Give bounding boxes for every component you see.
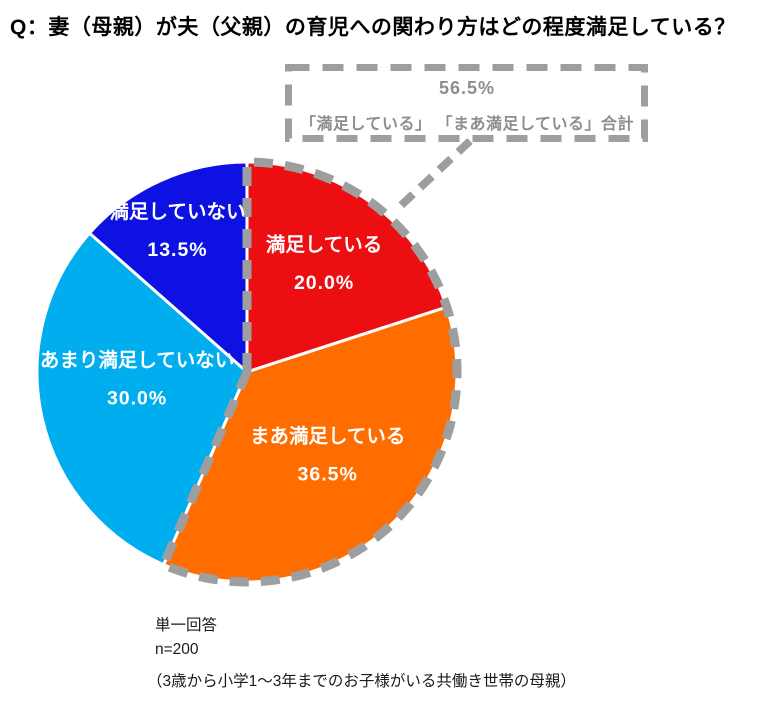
slice-value-3: 13.5% xyxy=(147,239,207,261)
callout-pointer-line xyxy=(391,138,473,215)
callout-total-description: 「満足している」 「まあ満足している」合計 xyxy=(300,116,634,133)
question-title: Q：妻（母親）が夫（父親）の育児への関わり方はどの程度満足している？ xyxy=(10,16,736,39)
pie-slice-3 xyxy=(88,160,249,374)
slice-label-1: まあ満足している xyxy=(250,425,405,447)
footnote-sample-description: （3歳から小学1～3年までのお子様がいる共働き世帯の母親） xyxy=(147,673,576,690)
footnote-sample-size: n=200 xyxy=(155,641,199,658)
slice-label-2: あまり満足していない xyxy=(40,350,234,372)
slice-label-0: 満足している xyxy=(266,234,382,256)
footnote-answer-type: 単一回答 xyxy=(155,617,218,634)
slice-label-3: 満足していない xyxy=(110,201,246,223)
slice-value-0: 20.0% xyxy=(294,272,354,294)
callout-box-border xyxy=(285,64,648,142)
callout-total-box: 56.5% 「満足している」 「まあ満足している」合計 xyxy=(290,78,644,134)
slice-value-2: 30.0% xyxy=(107,388,167,410)
callout-total-percto: 56.5% xyxy=(438,78,496,98)
highlight-group-outline xyxy=(157,157,462,587)
pie-slice-2 xyxy=(35,231,249,567)
slice-value-1: 36.5% xyxy=(298,463,358,485)
